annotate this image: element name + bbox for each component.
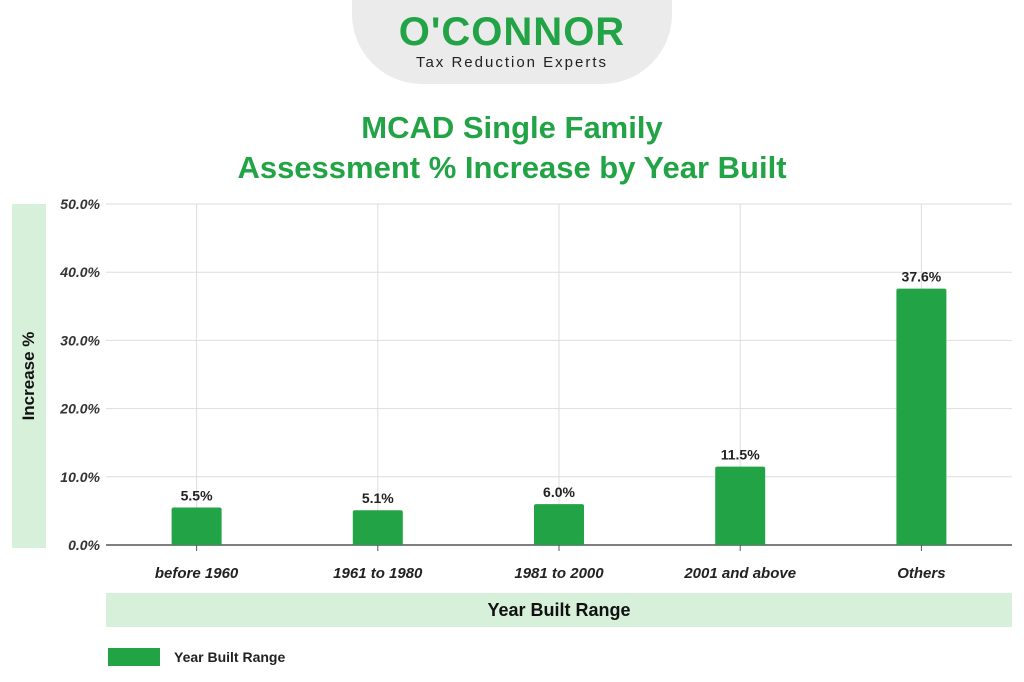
- y-tick-label: 30.0%: [60, 332, 100, 348]
- logo-banner: O'CONNOR Tax Reduction Experts: [352, 0, 672, 84]
- bar-chart: 0.0% 10.0% 20.0% 30.0% 40.0% 50.0% 5.5% before …: [59, 196, 1012, 582]
- chart-title-line-1: MCAD Single Family: [361, 110, 663, 145]
- legend-label: Year Built Range: [174, 649, 286, 665]
- data-label: 5.5%: [181, 487, 213, 503]
- y-tick-label: 0.0%: [68, 537, 100, 553]
- chart-title: MCAD Single Family Assessment % Increase…: [0, 108, 1024, 188]
- bar: [171, 507, 222, 545]
- x-axis-label: Year Built Range: [106, 593, 1012, 627]
- y-tick-label: 40.0%: [59, 264, 100, 280]
- y-tick-label: 10.0%: [60, 469, 100, 485]
- y-tick-label: 50.0%: [60, 196, 100, 212]
- logo-wordmark: O'CONNOR: [398, 10, 626, 54]
- bar: [896, 288, 947, 545]
- data-label: 6.0%: [543, 484, 575, 500]
- x-tick-label: Others: [897, 565, 945, 582]
- x-tick-label: before 1960: [155, 565, 239, 582]
- bar: [715, 466, 766, 545]
- y-tick-label: 20.0%: [59, 401, 100, 417]
- x-tick-label: 2001 and above: [683, 565, 796, 582]
- legend: Year Built Range: [108, 647, 285, 667]
- x-tick-label: 1961 to 1980: [333, 565, 423, 582]
- data-label: 37.6%: [902, 269, 942, 285]
- bar: [534, 504, 584, 545]
- data-label: 11.5%: [721, 447, 760, 463]
- data-label: 5.1%: [362, 490, 394, 506]
- legend-swatch: [108, 648, 160, 666]
- bar: [352, 510, 403, 545]
- y-axis-label-band: [12, 204, 46, 548]
- x-tick-label: 1981 to 2000: [514, 565, 604, 582]
- logo-tagline: Tax Reduction Experts: [415, 54, 609, 71]
- chart-title-line-2: Assessment % Increase by Year Built: [237, 150, 787, 185]
